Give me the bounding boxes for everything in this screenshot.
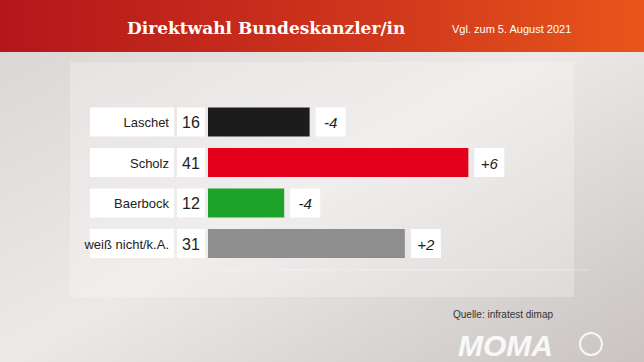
- labels: Laschet 16 -4 Scholz 41 +6 Baerbock 12 -4 weiß ni…: [83, 108, 504, 259]
- bar: [208, 189, 284, 218]
- bars: [208, 108, 468, 259]
- category-label: weiß nicht/k.A.: [83, 237, 169, 252]
- data-label: 12: [182, 195, 200, 212]
- change-box: [474, 148, 504, 177]
- category-box: [90, 148, 174, 177]
- logo-ring: [580, 333, 602, 355]
- subtitle: Vgl. zum 5. August 2021: [452, 23, 571, 35]
- source: Quelle: infratest dimap: [453, 309, 553, 320]
- category-label: Scholz: [130, 156, 169, 171]
- change-label: -4: [324, 114, 337, 131]
- data-label: 41: [182, 155, 200, 172]
- change-label: +2: [417, 236, 435, 253]
- x-axis: [208, 270, 589, 271]
- header-bar: [0, 0, 644, 52]
- change-label: +6: [481, 155, 499, 172]
- value-box: [177, 108, 205, 137]
- change-box: [290, 189, 320, 218]
- category-label: Baerbock: [114, 196, 169, 211]
- value-box: [177, 148, 205, 177]
- category-box: [90, 108, 174, 137]
- chart: Direktwahl Bundeskanzler/in Vgl. zum 5. A…: [0, 0, 644, 362]
- logo: MOMA: [458, 329, 553, 362]
- data-label: 16: [182, 114, 200, 131]
- bar: [208, 229, 405, 258]
- data-label: 31: [182, 236, 200, 253]
- title: Direktwahl Bundeskanzler/in: [127, 18, 405, 38]
- panel: [70, 62, 574, 297]
- bar: [208, 108, 310, 137]
- change-box: [411, 229, 441, 258]
- category-label: Laschet: [123, 115, 169, 130]
- change-box: [316, 108, 346, 137]
- background: [0, 0, 644, 362]
- value-box: [177, 229, 205, 258]
- value-box: [177, 189, 205, 218]
- change-label: -4: [299, 195, 312, 212]
- category-box: [90, 189, 174, 218]
- bar: [208, 148, 468, 177]
